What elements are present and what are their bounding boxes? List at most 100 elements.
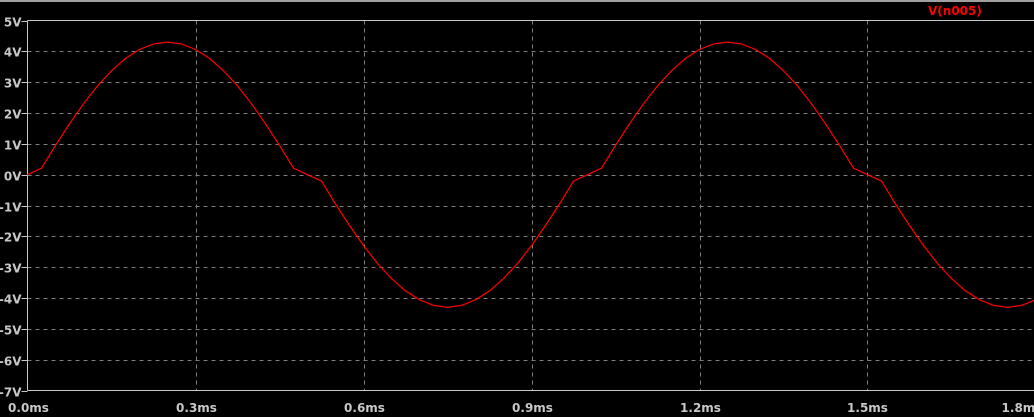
data-point (488, 290, 491, 292)
data-point (796, 85, 799, 87)
data-point (936, 262, 939, 265)
data-point (740, 43, 743, 45)
data-point (642, 103, 645, 105)
data-point (40, 167, 43, 169)
data-point (390, 277, 393, 280)
data-point (894, 203, 897, 205)
y-tick-label: -5V (0, 324, 22, 338)
traces (26, 41, 1034, 308)
data-point (446, 306, 449, 308)
data-point (180, 43, 183, 45)
data-point (712, 43, 715, 45)
data-point (250, 103, 253, 105)
data-point (558, 203, 561, 205)
y-tick-label: 1V (4, 139, 22, 153)
x-tick-label: 0.3ms (176, 401, 217, 415)
data-point (600, 167, 603, 169)
data-point (54, 144, 57, 146)
data-point (628, 123, 631, 125)
data-point (292, 167, 295, 169)
data-point (236, 85, 239, 87)
data-point (838, 144, 841, 146)
data-point (726, 41, 729, 43)
x-tick-label: 0.0ms (8, 401, 49, 415)
x-tick-label: 0.9ms (512, 401, 553, 415)
y-tick-label: 2V (4, 108, 22, 122)
data-point (110, 70, 113, 72)
data-point (362, 244, 365, 247)
window-top-border (0, 0, 1034, 2)
data-point (278, 144, 281, 146)
data-point (754, 48, 757, 51)
data-point (572, 180, 575, 182)
data-point (782, 70, 785, 72)
data-point (82, 103, 85, 105)
data-point (698, 48, 701, 51)
data-point (978, 299, 981, 301)
data-point (306, 174, 309, 176)
x-tick-label: 1.2ms (680, 401, 721, 415)
data-point (586, 174, 589, 176)
data-point (334, 203, 337, 205)
x-tick-labels: 0.0ms 0.3ms 0.6ms 0.9ms 1.2ms 1.5ms 1.8ms (8, 401, 1034, 415)
y-tick-label: -3V (0, 262, 22, 276)
x-tick-label: 1.8ms (1002, 401, 1034, 415)
data-point (264, 123, 267, 125)
data-point (908, 224, 911, 227)
data-point (474, 299, 477, 301)
data-point (194, 48, 197, 51)
data-point (1006, 306, 1009, 308)
data-point (852, 167, 855, 169)
data-point (824, 123, 827, 125)
data-point (208, 57, 211, 60)
x-tick-label: 1.5ms (847, 401, 888, 415)
grid-lines (27, 20, 1034, 391)
data-point (460, 304, 463, 306)
data-point (922, 244, 925, 247)
y-tick-label: -4V (0, 293, 22, 307)
data-point (684, 57, 687, 60)
trace-line[interactable] (27, 41, 1034, 308)
data-point (656, 85, 659, 87)
data-point (544, 224, 547, 227)
data-point (320, 180, 323, 182)
data-point (614, 144, 617, 146)
y-tick-label: 5V (4, 16, 22, 30)
data-point (502, 277, 505, 280)
y-tick-label: -1V (0, 201, 22, 215)
data-point (96, 85, 99, 87)
y-tick-label: 3V (4, 77, 22, 91)
data-point (138, 48, 141, 51)
data-point (516, 262, 519, 265)
y-tick-label: -6V (0, 355, 22, 369)
y-tick-label: 0V (4, 170, 22, 184)
y-tick-labels: 5V 4V 3V 2V 1V 0V -1V -2V -3V -4V -5V -6V -7V (0, 16, 22, 400)
data-point (222, 70, 225, 72)
data-point (992, 304, 995, 306)
data-point (166, 41, 169, 43)
data-point (670, 70, 673, 72)
data-point (418, 299, 421, 301)
data-point (376, 262, 379, 265)
data-point (152, 43, 155, 45)
data-point (348, 224, 351, 227)
data-point (26, 174, 29, 176)
data-point (768, 57, 771, 60)
data-point (68, 123, 71, 125)
data-point (432, 304, 435, 306)
data-point (880, 180, 883, 182)
x-tick-label: 0.6ms (344, 401, 385, 415)
y-tick-label: -2V (0, 231, 22, 245)
y-tick-label: -7V (0, 386, 22, 400)
data-point (866, 174, 869, 176)
data-point (124, 57, 127, 60)
data-point (1020, 304, 1023, 306)
data-point (964, 290, 967, 292)
data-point (530, 244, 533, 247)
trace-legend-label[interactable]: V(n005) (928, 4, 982, 18)
axes (21, 20, 1034, 392)
y-tick-label: 4V (4, 46, 22, 60)
data-point (810, 103, 813, 105)
data-point (404, 290, 407, 292)
